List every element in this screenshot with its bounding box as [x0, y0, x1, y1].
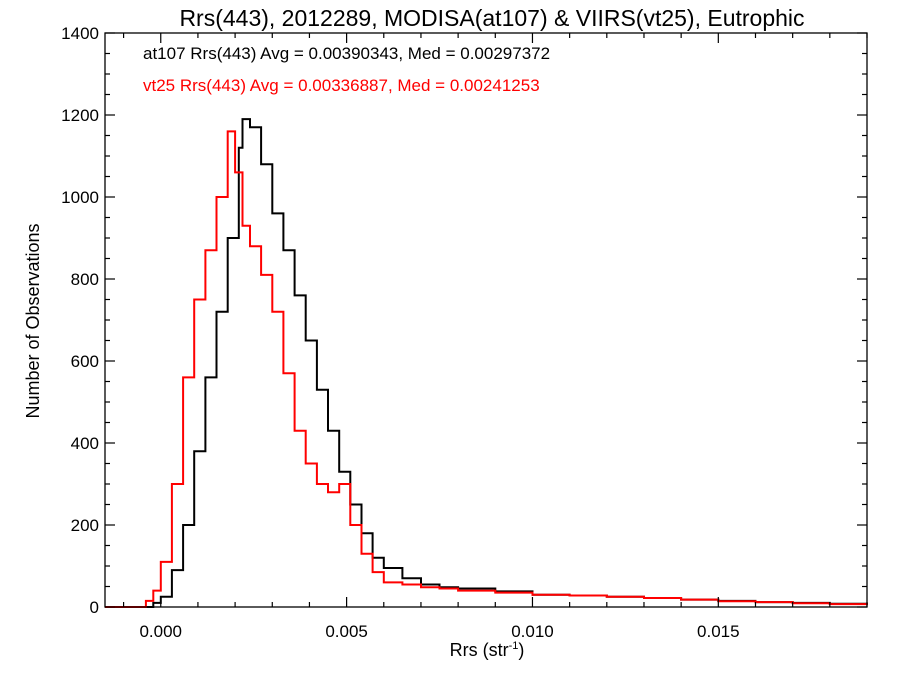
plot-frame: [104, 32, 868, 608]
axis-ticks: [105, 32, 868, 608]
y-tick-label: 1000: [61, 188, 99, 207]
y-tick-label: 1400: [61, 24, 99, 43]
y-tick-label: 400: [71, 434, 99, 453]
series-line-1: [105, 130, 868, 608]
plot-lines: [105, 118, 868, 608]
annotation-modisa-stats: at107 Rrs(443) Avg = 0.00390343, Med = 0…: [143, 44, 550, 63]
x-tick-label: 0.005: [325, 622, 368, 641]
y-axis-label: Number of Observations: [23, 223, 43, 418]
x-tick-label: 0.010: [511, 622, 554, 641]
x-axis-label-base: Rrs (str: [450, 640, 509, 660]
x-axis-label-end: ): [518, 640, 524, 660]
y-tick-label: 200: [71, 516, 99, 535]
y-tick-label: 800: [71, 270, 99, 289]
x-axis-label: Rrs (str-1): [450, 640, 525, 660]
y-tick-label: 1200: [61, 106, 99, 125]
x-axis-label-superscript: -1: [509, 640, 519, 652]
x-tick-label: 0.015: [697, 622, 740, 641]
y-tick-label: 600: [71, 352, 99, 371]
axis-tick-labels: 0.000 0.005 0.010 0.015 0 200 400 600 800 1000 120…: [61, 24, 739, 641]
series-line-0: [105, 118, 868, 608]
chart-title: Rrs(443), 2012289, MODISA(at107) & VIIRS…: [179, 5, 804, 31]
y-tick-label: 0: [90, 598, 99, 617]
x-tick-label: 0.000: [139, 622, 182, 641]
annotation-viirs-stats: vt25 Rrs(443) Avg = 0.00336887, Med = 0.…: [143, 76, 540, 95]
